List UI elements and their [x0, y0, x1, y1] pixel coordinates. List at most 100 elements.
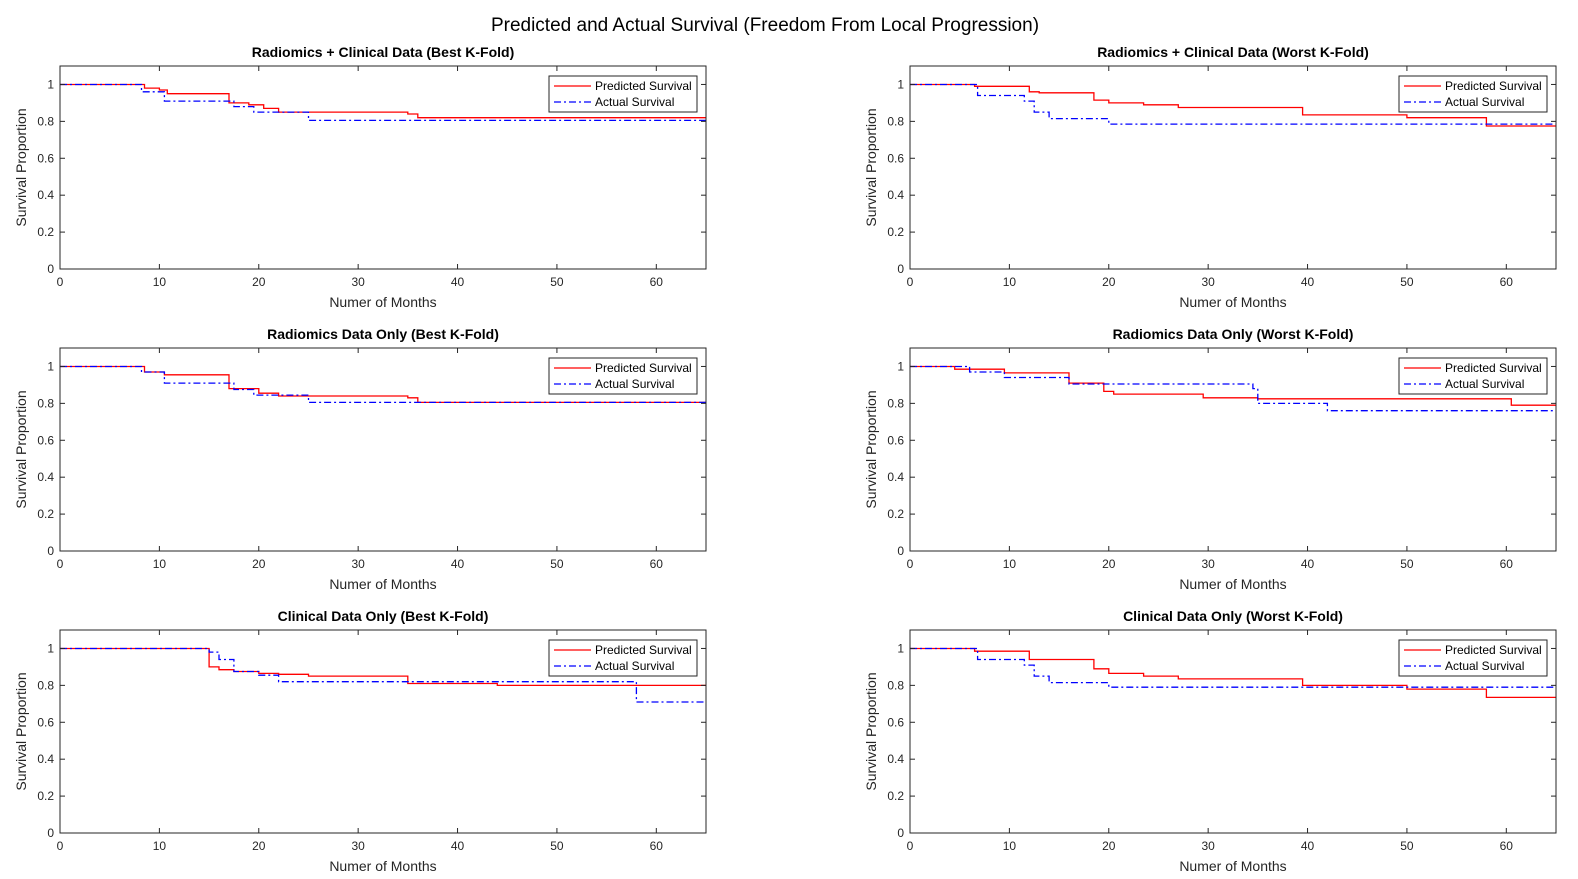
predicted-survival-line [910, 647, 1556, 699]
legend-label: Actual Survival [1445, 659, 1524, 673]
x-axis-label: Numer of Months [1179, 294, 1286, 310]
x-tick-label: 10 [153, 557, 167, 571]
y-tick-label: 0.4 [887, 470, 904, 484]
y-axis-label: Survival Proportion [13, 672, 29, 790]
y-tick-label: 1 [897, 77, 904, 91]
y-tick-label: 0.2 [887, 789, 904, 803]
y-tick-label: 0.4 [37, 188, 54, 202]
x-tick-label: 10 [153, 275, 167, 289]
x-tick-label: 20 [1102, 275, 1116, 289]
y-axis-label: Survival Proportion [863, 108, 879, 226]
x-tick-label: 50 [550, 839, 564, 853]
legend-label: Actual Survival [595, 377, 674, 391]
x-tick-label: 60 [1500, 275, 1514, 289]
legend-label: Predicted Survival [595, 361, 692, 375]
x-tick-label: 40 [1301, 557, 1315, 571]
x-tick-label: 50 [550, 557, 564, 571]
y-axis-label: Survival Proportion [13, 390, 29, 508]
x-tick-label: 0 [57, 557, 64, 571]
x-tick-label: 50 [1400, 839, 1414, 853]
legend: Predicted Survival Actual Survival [548, 75, 698, 113]
actual-survival-line [910, 365, 1556, 412]
y-tick-label: 1 [47, 77, 54, 91]
axes-box [59, 65, 707, 270]
x-tick-label: 50 [550, 275, 564, 289]
y-tick-label: 0 [897, 544, 904, 558]
y-tick-label: 0.4 [887, 752, 904, 766]
x-axis-label: Numer of Months [329, 576, 436, 592]
subplot-4: 0 10 20 30 40 50 60 0 0.2 0.4 0.6 0.8 1 Radiomics Dat… [863, 326, 1557, 592]
x-tick-label: 30 [1201, 275, 1215, 289]
y-tick-label: 0.2 [37, 225, 54, 239]
legend-box [548, 357, 698, 395]
y-tick-label: 1 [897, 641, 904, 655]
legend-box [1398, 639, 1548, 677]
legend-box [1398, 75, 1548, 113]
actual-survival-line [910, 83, 1556, 125]
y-tick-label: 0.8 [37, 678, 54, 692]
y-axis-label: Survival Proportion [863, 672, 879, 790]
legend-box [548, 75, 698, 113]
y-tick-label: 0.8 [887, 114, 904, 128]
legend-box [1398, 357, 1548, 395]
x-tick-label: 0 [57, 275, 64, 289]
series-group [60, 83, 706, 123]
x-tick-label: 40 [1301, 275, 1315, 289]
x-tick-label: 60 [1500, 839, 1514, 853]
x-tick-label: 50 [1400, 557, 1414, 571]
y-tick-label: 0.4 [887, 188, 904, 202]
x-tick-label: 0 [907, 557, 914, 571]
predicted-survival-line [60, 647, 706, 687]
x-tick-label: 30 [351, 275, 365, 289]
legend-label: Actual Survival [1445, 95, 1524, 109]
x-tick-label: 40 [451, 839, 465, 853]
x-tick-label: 30 [351, 557, 365, 571]
axes-box [59, 347, 707, 552]
x-tick-label: 30 [351, 839, 365, 853]
predicted-survival-line [910, 365, 1556, 406]
legend-label: Predicted Survival [1445, 79, 1542, 93]
actual-survival-line [60, 647, 706, 703]
series-group [910, 365, 1556, 412]
y-tick-label: 0 [47, 262, 54, 276]
y-tick-label: 0.6 [37, 715, 54, 729]
x-tick-label: 30 [1201, 557, 1215, 571]
x-tick-label: 60 [1500, 557, 1514, 571]
subplot-1: 0 10 20 30 40 50 60 0 0.2 0.4 0.6 0.8 1 Radiomics + C… [13, 44, 707, 310]
x-tick-label: 40 [1301, 839, 1315, 853]
predicted-survival-line [60, 365, 706, 404]
legend: Predicted Survival Actual Survival [548, 357, 698, 395]
y-axis-label: Survival Proportion [863, 390, 879, 508]
legend-label: Actual Survival [595, 659, 674, 673]
x-tick-label: 10 [1003, 839, 1017, 853]
x-axis-label: Numer of Months [329, 294, 436, 310]
subplot-title: Radiomics Data Only (Best K-Fold) [267, 326, 499, 342]
y-tick-label: 0.6 [887, 715, 904, 729]
x-tick-label: 60 [650, 275, 664, 289]
x-tick-label: 0 [907, 839, 914, 853]
predicted-survival-line [60, 83, 706, 119]
legend-label: Predicted Survival [1445, 643, 1542, 657]
subplot-3: 0 10 20 30 40 50 60 0 0.2 0.4 0.6 0.8 1 Radiomics Dat… [13, 326, 707, 592]
predicted-survival-line [910, 83, 1556, 127]
x-tick-label: 40 [451, 275, 465, 289]
y-tick-label: 0 [897, 262, 904, 276]
y-tick-label: 0.6 [37, 151, 54, 165]
y-tick-label: 0.6 [37, 433, 54, 447]
legend: Predicted Survival Actual Survival [1398, 357, 1548, 395]
x-tick-label: 30 [1201, 839, 1215, 853]
x-tick-label: 0 [907, 275, 914, 289]
subplot-6: 0 10 20 30 40 50 60 0 0.2 0.4 0.6 0.8 1 Clinical Data… [863, 608, 1557, 874]
y-tick-label: 0.2 [887, 507, 904, 521]
x-tick-label: 10 [1003, 275, 1017, 289]
series-group [60, 365, 706, 404]
axes-box [909, 65, 1557, 270]
x-tick-label: 20 [1102, 839, 1116, 853]
x-tick-label: 60 [650, 839, 664, 853]
x-tick-label: 20 [1102, 557, 1116, 571]
y-tick-label: 0.8 [887, 396, 904, 410]
x-tick-label: 10 [153, 839, 167, 853]
axes-box [909, 629, 1557, 834]
legend: Predicted Survival Actual Survival [1398, 75, 1548, 113]
